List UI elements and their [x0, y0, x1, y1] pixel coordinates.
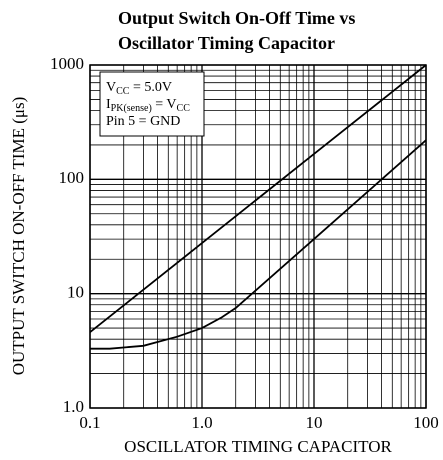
- annotation-text: = 5.0V: [129, 80, 172, 95]
- subscript: PK(sense): [111, 103, 152, 114]
- x-tick-label: 10: [306, 413, 323, 432]
- subscript: CC: [116, 86, 130, 97]
- y-tick-label: 100: [59, 168, 85, 187]
- x-tick-label: 100: [413, 413, 439, 432]
- y-tick-label: 1.0: [63, 397, 84, 416]
- annotation: VCC = 5.0V: [106, 80, 172, 97]
- line-series: [89, 64, 427, 333]
- annotation-text: = V: [152, 97, 177, 112]
- annotation: Pin 5 = GND: [106, 114, 180, 129]
- chart-title-line: Oscillator Timing Capacitor: [118, 33, 335, 53]
- annotation-text: Pin 5 = GND: [106, 114, 180, 129]
- line-series: [90, 139, 427, 350]
- subscript: CC: [177, 103, 191, 114]
- x-tick-label: 0.1: [79, 413, 100, 432]
- y-tick-label: 1000: [50, 54, 84, 73]
- x-tick-label: 1.0: [191, 413, 212, 432]
- y-axis-label: OUTPUT SWITCH ON-OFF TIME (μs): [9, 97, 28, 376]
- y-tick-label: 10: [67, 283, 84, 302]
- annotation: IPK(sense) = VCC: [106, 97, 190, 114]
- chart-title-line: Output Switch On-Off Time vs: [118, 8, 355, 28]
- plot-frame: [89, 64, 427, 409]
- annotation-box: [99, 71, 205, 137]
- annotation-text: V: [106, 80, 116, 95]
- x-axis-label: OSCILLATOR TIMING CAPACITOR: [124, 437, 392, 456]
- annotation-text: I: [106, 97, 111, 112]
